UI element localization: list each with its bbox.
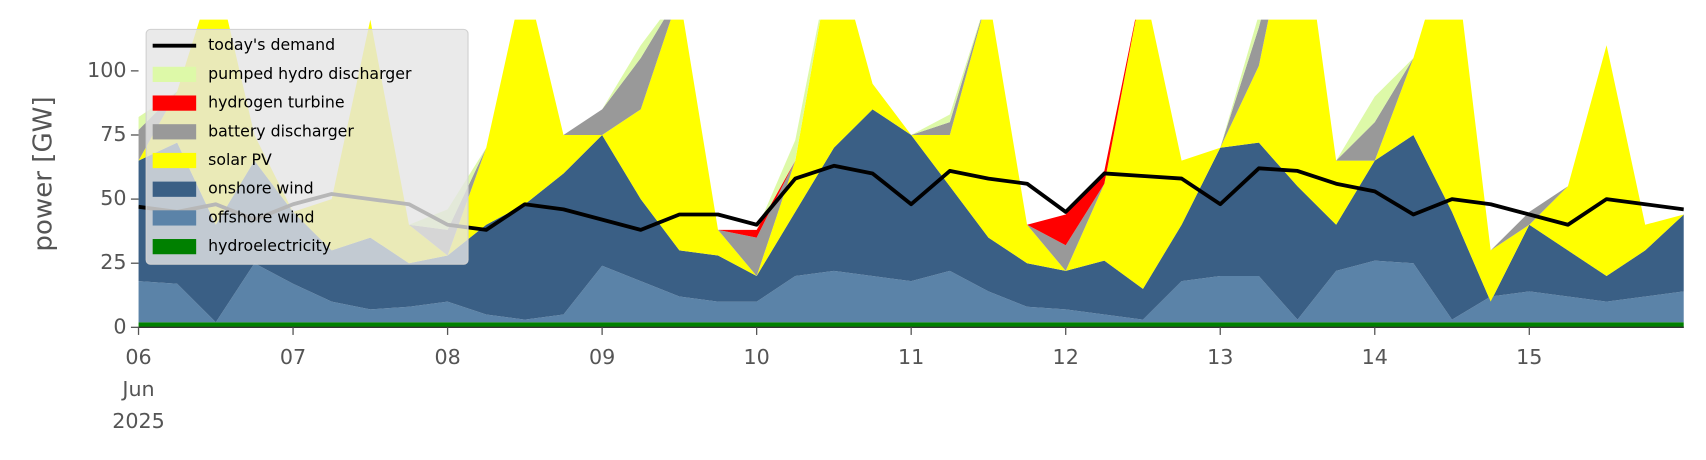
- legend-label: onshore wind: [208, 179, 314, 198]
- legend-swatch: [152, 210, 197, 226]
- legend-swatch: [152, 152, 197, 169]
- x-tick-label: 14: [1362, 345, 1388, 369]
- legend-box: [145, 28, 469, 265]
- legend-label: battery discharger: [208, 121, 354, 140]
- x-tick-label: 06 Jun 2025: [112, 345, 165, 433]
- x-tick-label: 09: [589, 345, 615, 369]
- legend-label: hydrogen turbine: [208, 93, 344, 112]
- area: [138, 260, 1684, 323]
- plot-area: [138, 19, 1684, 328]
- y-tick-label: 100: [87, 58, 126, 82]
- y-tick-label: 75: [100, 122, 126, 146]
- legend-swatch: [152, 95, 197, 111]
- legend-label: pumped hydro discharger: [208, 64, 412, 83]
- x-tick-label: 08: [434, 345, 460, 369]
- legend-label: hydroelectricity: [208, 236, 331, 255]
- x-tick-label: 12: [1053, 345, 1079, 369]
- legend-swatch: [152, 181, 197, 197]
- area: [138, 109, 1684, 323]
- legend: today's demand pumped hydro discharger hyd…: [145, 28, 469, 265]
- y-tick-label: 25: [100, 250, 126, 274]
- x-tick-label: 13: [1207, 345, 1233, 369]
- x-tick-label: 15: [1516, 345, 1542, 369]
- area: [138, 19, 1684, 251]
- x-tick-label: 10: [744, 345, 770, 369]
- legend-label: offshore wind: [208, 207, 314, 226]
- legend-swatch: [152, 66, 197, 82]
- legend-swatch: [152, 239, 197, 255]
- legend-swatch: [152, 124, 197, 140]
- legend-label: today's demand: [208, 35, 335, 54]
- area: [138, 19, 1684, 277]
- area: [138, 322, 1684, 328]
- y-tick-label: 50: [100, 186, 126, 210]
- legend-label: solar PV: [208, 150, 272, 169]
- y-axis-label: power [GW]: [28, 96, 58, 251]
- x-tick-label: 07: [280, 345, 306, 369]
- axes: 0 25 50 75 100 06 Jun 2025 07 08 09 10 11 12 13 14 15: [87, 58, 1684, 433]
- y-tick-label: 0: [113, 314, 126, 338]
- x-tick-label: 11: [898, 345, 924, 369]
- area: [138, 19, 1684, 302]
